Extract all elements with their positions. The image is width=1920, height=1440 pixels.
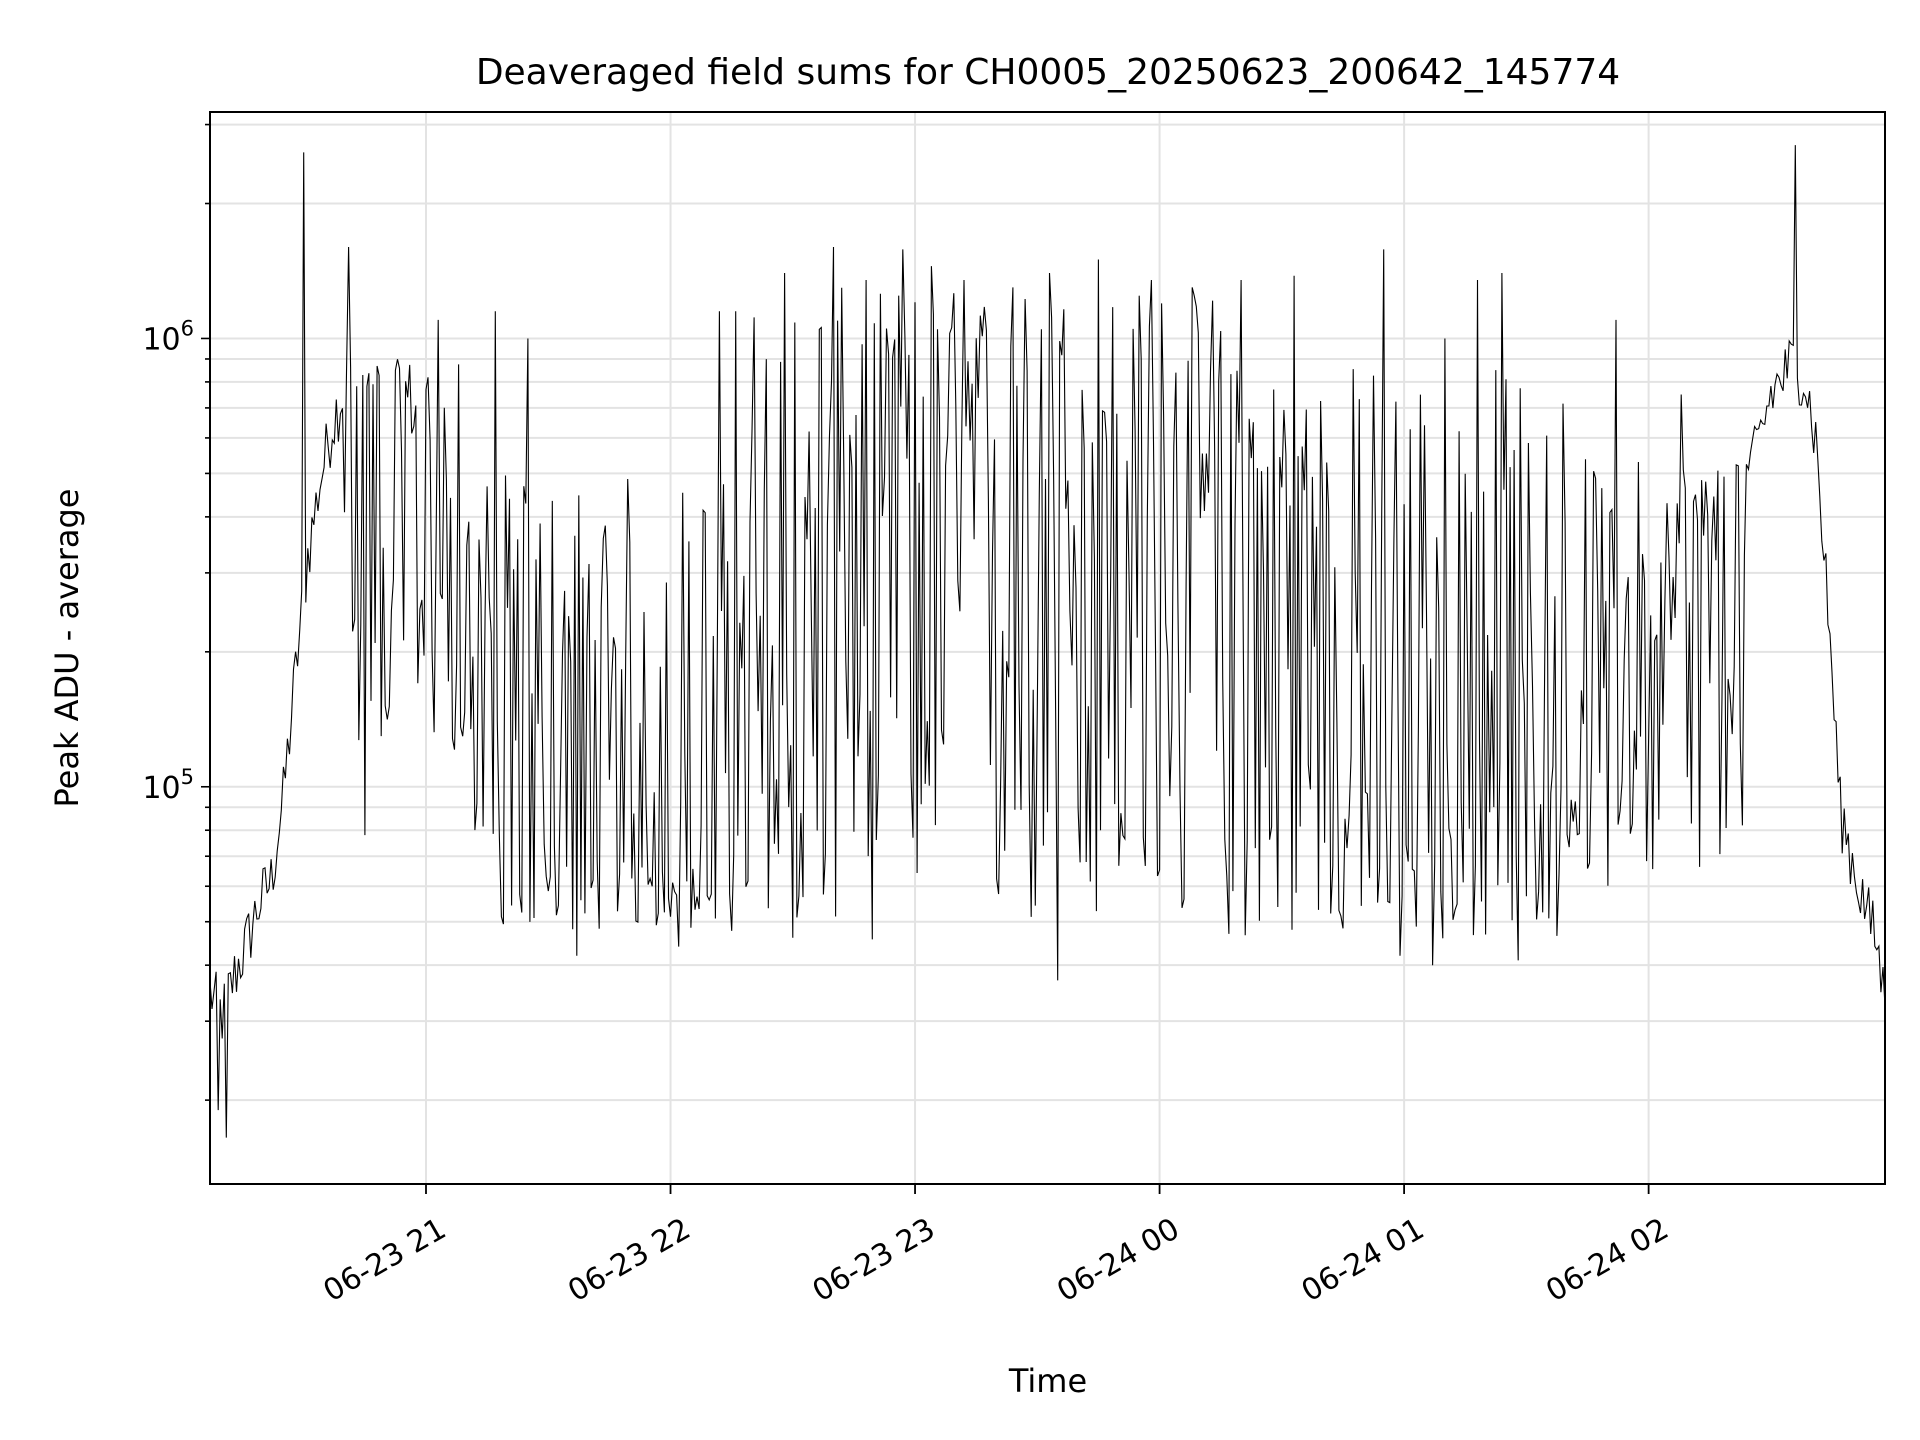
chart-title: Deaveraged field sums for CH0005_2025062… [476, 52, 1620, 93]
plot-frame [209, 111, 1886, 1185]
y-tick-label: 105 [142, 765, 194, 806]
y-axis: 105 106 [142, 123, 210, 1101]
y-axis-label: Peak ADU - average [48, 489, 86, 808]
data-series-line [209, 145, 1886, 1138]
data-line-layer [209, 145, 1886, 1138]
y-tick-label: 106 [142, 316, 194, 357]
x-axis-label: Time [1008, 1362, 1087, 1400]
